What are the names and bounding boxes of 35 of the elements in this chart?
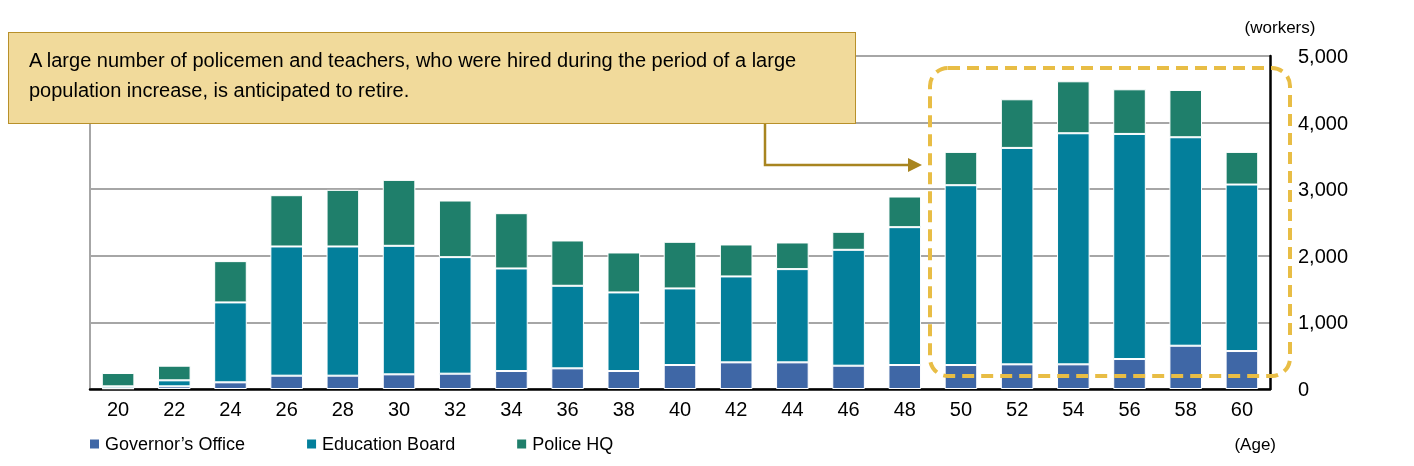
annotation: A large number of policemen and teachers, who were hired during the period of a large population increase, is anticipated to retire. [29, 48, 798, 103]
x-tick-label: 26 [275, 398, 298, 420]
legend-label: Governor’s Office [105, 434, 246, 454]
y-tick-label: 0 [1298, 378, 1310, 400]
y-axis-title: (workers) [1244, 18, 1316, 37]
x-tick-label: 54 [1062, 398, 1085, 420]
x-tick-label: 58 [1174, 398, 1197, 420]
x-tick-label: 32 [444, 398, 467, 420]
x-tick-label: 40 [668, 398, 692, 420]
x-tick-label: 34 [500, 398, 523, 420]
x-tick-label: 50 [949, 398, 973, 420]
x-tick-label: 30 [387, 398, 411, 420]
x-axis-title: (Age) [1234, 435, 1277, 454]
x-tick-label: 38 [612, 398, 635, 420]
x-tick-label: 48 [893, 398, 916, 420]
x-tick-label: 52 [1006, 398, 1029, 420]
legend-label: Education Board [322, 434, 456, 454]
callout-box: A large number of policemen and teachers, who were hired during the period of a large population increase, is anticipated to retire. [8, 32, 856, 124]
y-tick-label: 4,000 [1298, 111, 1349, 134]
x-tick-label: 36 [556, 398, 579, 420]
x-tick-label: 24 [219, 398, 242, 420]
y-tick-label: 2,000 [1298, 244, 1349, 267]
x-tick-label: 56 [1118, 398, 1141, 420]
y-tick-label: 1,000 [1298, 311, 1349, 334]
y-tick-label: 3,000 [1298, 178, 1349, 201]
x-tick-label: 22 [163, 398, 186, 420]
y-tick-label: 5,000 [1298, 45, 1349, 67]
x-tick-label: 42 [725, 398, 748, 420]
x-tick-label: 46 [837, 398, 860, 420]
legend-label: Police HQ [532, 434, 614, 454]
x-tick-label: 60 [1230, 398, 1254, 420]
x-tick-label: 20 [106, 398, 130, 420]
x-tick-label: 28 [331, 398, 354, 420]
x-tick-label: 44 [781, 398, 804, 420]
bar [101, 373, 135, 387]
